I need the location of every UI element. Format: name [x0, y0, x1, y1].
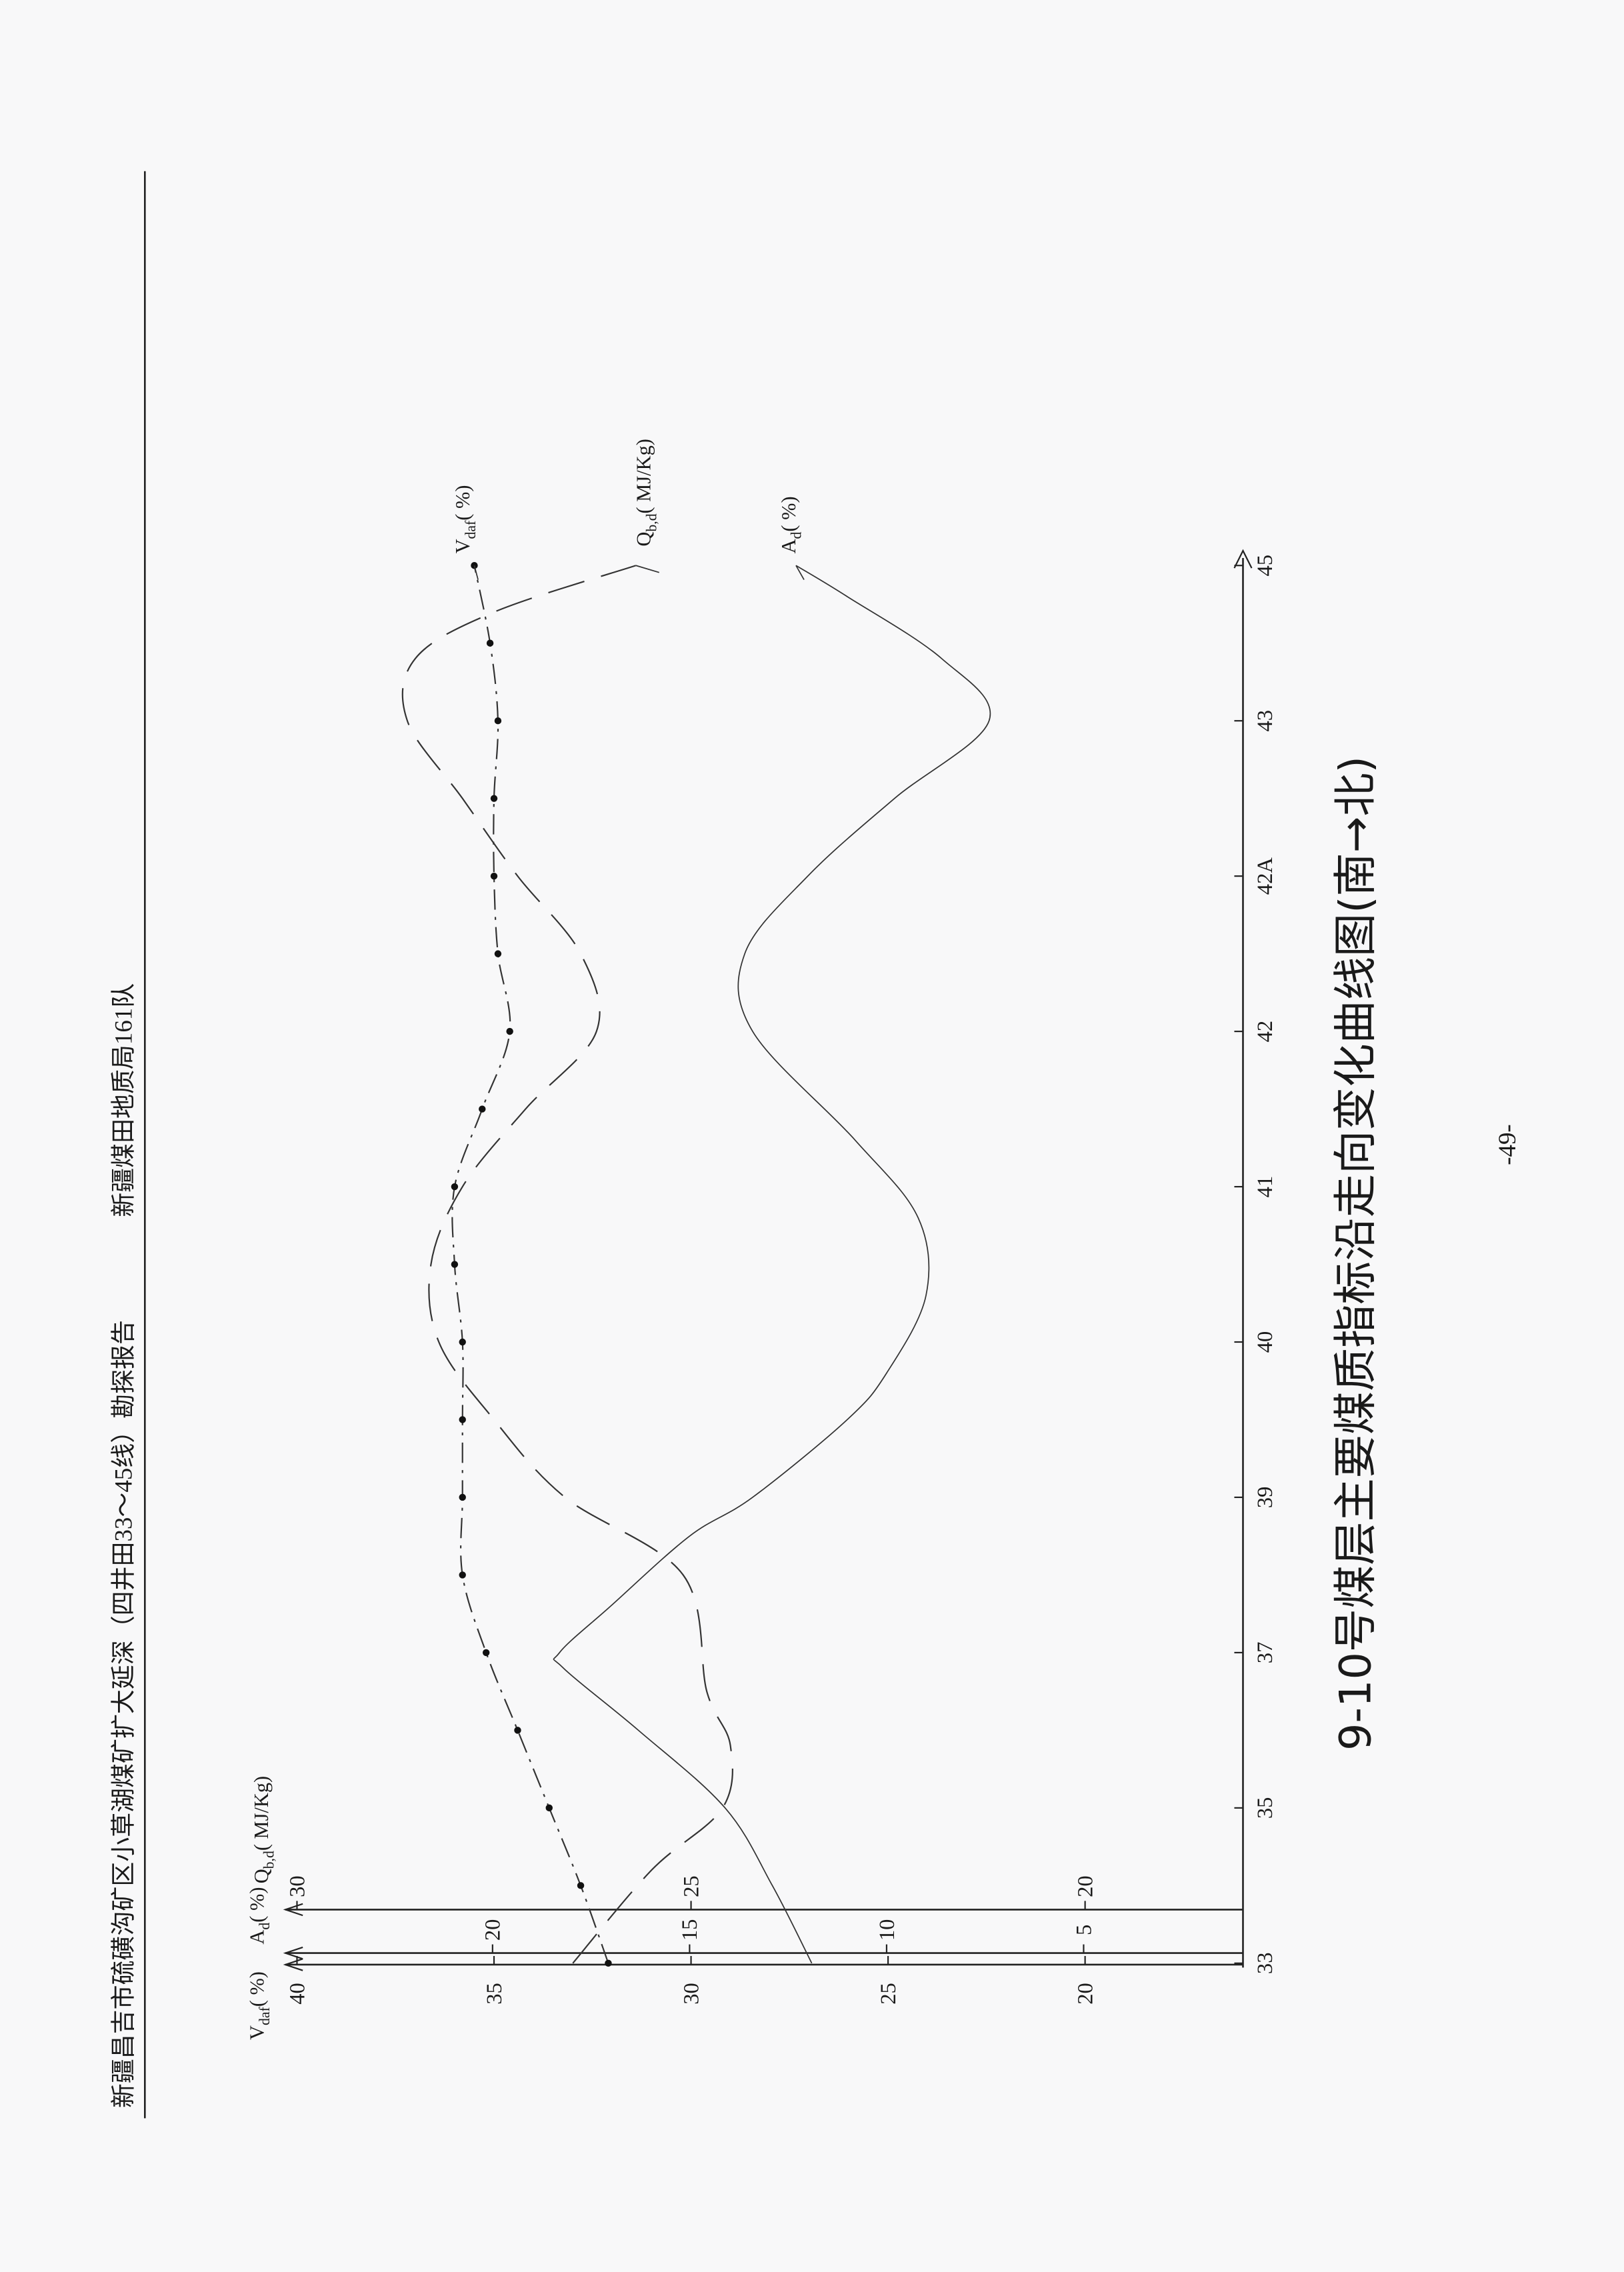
vdaf-data-point — [490, 872, 498, 880]
axis-tick-label-vdaf: 25 — [877, 1983, 901, 2005]
vdaf-data-point — [605, 1959, 612, 1967]
vdaf-data-point — [577, 1882, 585, 1889]
series-label-1: Qb,d( MJ/Kg) — [633, 439, 660, 546]
category-tick-label: 45 — [1253, 555, 1277, 577]
axis-title-qbd-unit: ( MJ/Kg) — [250, 1776, 273, 1851]
category-tick-label: 42A — [1253, 857, 1277, 895]
axis-tick-label-qbd: 20 — [1073, 1875, 1097, 1897]
axis-title-qbd: Qb,d( MJ/Kg) — [250, 1776, 277, 1883]
category-tick-label: 43 — [1253, 710, 1277, 732]
vdaf-data-point — [486, 639, 494, 647]
category-axis-arrow-icon — [1233, 549, 1253, 569]
axis-title-vdaf: Vdaf( %) — [245, 1971, 273, 2040]
axis-arrow-icon — [283, 1946, 303, 1960]
series-label-0: Vdaf( %) — [451, 485, 479, 554]
series-line-1 — [401, 565, 733, 1964]
series-line-0 — [451, 565, 609, 1964]
category-tick-label: 41 — [1253, 1176, 1277, 1198]
vdaf-data-point — [451, 1183, 459, 1191]
category-tick-label: 37 — [1253, 1642, 1277, 1664]
vdaf-data-point — [459, 1571, 466, 1579]
organization: 新疆煤田地质局161队 — [110, 983, 137, 1217]
category-tick-label: 35 — [1253, 1797, 1277, 1819]
axis-tick-label-qbd: 30 — [285, 1875, 309, 1897]
axis-tick-label-vdaf: 30 — [679, 1983, 703, 2005]
series-line-2 — [553, 565, 991, 1964]
axis-title-ad: Ad( %) — [245, 1887, 273, 1945]
series-label-1-sub: b,d — [643, 513, 659, 531]
category-tick-label: 33 — [1253, 1953, 1277, 1975]
category-tick-label: 42 — [1253, 1021, 1277, 1043]
vdaf-data-point — [459, 1338, 466, 1346]
chart: 33 35 37 39 40 41 42 42A 43 45 40 35 30 25 20 20 15 10 5 30… — [245, 439, 1277, 2040]
vdaf-data-point — [494, 950, 502, 957]
axis-title-ad-main: A — [245, 1930, 268, 1945]
series-label-0-main: V — [451, 539, 474, 553]
series-label-2: Ad( %) — [777, 496, 805, 553]
axis-title-qbd-sub: b,d — [261, 1851, 277, 1869]
vdaf-data-point — [482, 1649, 490, 1657]
axis-tick-label-ad: 5 — [1072, 1925, 1096, 1935]
axis-title-ad-unit: ( %) — [245, 1887, 268, 1923]
category-tick-label: 40 — [1253, 1331, 1277, 1353]
axis-title-vdaf-main: V — [245, 2025, 268, 2040]
axis-tick-label-vdaf: 35 — [483, 1983, 507, 2005]
vdaf-data-point — [459, 1416, 466, 1423]
chart-title: 9-10号煤层主要煤质指标沿走向变化曲线图(南→北) — [1331, 756, 1381, 1751]
axis-title-ad-sub: d — [257, 1923, 273, 1930]
vdaf-data-point — [490, 795, 498, 802]
series-label-2-main: A — [777, 539, 800, 553]
page-number: -49- — [1493, 1124, 1521, 1165]
series-leader-2 — [795, 565, 805, 580]
axis-tick-label-ad: 10 — [875, 1919, 899, 1941]
axis-tick-label-ad: 15 — [678, 1919, 702, 1941]
series-label-0-sub: daf — [463, 520, 479, 539]
series-label-2-sub: d — [789, 531, 805, 539]
vdaf-data-point — [545, 1804, 553, 1812]
axis-tick-label-qbd: 25 — [679, 1875, 703, 1897]
series-label-1-main: Q — [633, 532, 655, 547]
series-label-0-unit: ( %) — [451, 485, 474, 521]
category-tick-label: 39 — [1253, 1487, 1277, 1509]
vdaf-data-point — [506, 1027, 513, 1035]
vdaf-data-point — [514, 1727, 521, 1734]
series-label-2-unit: ( %) — [777, 496, 800, 531]
axis-title-qbd-main: Q — [250, 1869, 273, 1883]
vdaf-data-point — [479, 1105, 486, 1113]
axis-tick-label-ad: 20 — [481, 1919, 505, 1941]
axis-tick-label-vdaf: 20 — [1073, 1983, 1097, 2005]
vdaf-data-point — [451, 1261, 459, 1268]
vdaf-data-point — [494, 717, 502, 725]
vdaf-data-point — [459, 1493, 466, 1501]
series-label-1-unit: ( MJ/Kg) — [633, 439, 655, 513]
axis-title-vdaf-unit: ( %) — [245, 1971, 268, 2007]
report-title: 新疆昌吉市硫磺沟矿区小草湖煤矿扩大延深（四井田33～45线）勘探报告 — [110, 1320, 137, 2108]
series-leader-1 — [635, 565, 659, 573]
axis-tick-label-vdaf: 40 — [285, 1983, 309, 2005]
series-leader-0 — [473, 565, 479, 580]
axis-title-vdaf-sub: daf — [257, 2007, 273, 2025]
